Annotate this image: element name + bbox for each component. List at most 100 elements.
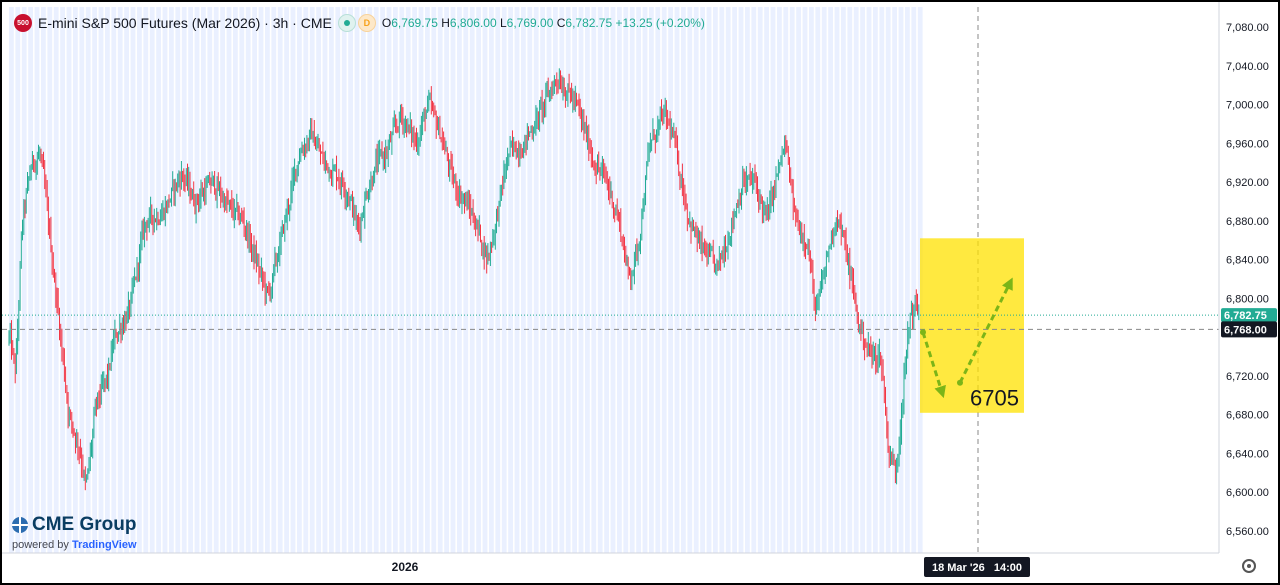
session-band <box>373 7 379 553</box>
session-band <box>521 7 526 553</box>
session-band <box>597 7 603 553</box>
session-band <box>41 7 46 553</box>
session-band <box>354 7 360 553</box>
target-label: 6705 <box>970 386 1019 411</box>
session-band <box>149 7 155 553</box>
session-band <box>92 7 97 553</box>
session-band <box>610 7 616 553</box>
session-band <box>738 7 744 553</box>
session-band <box>642 7 648 553</box>
session-band <box>239 7 245 553</box>
session-band <box>15 7 21 553</box>
session-band <box>565 7 571 553</box>
session-band <box>28 7 33 553</box>
low-value: 6,769.00 <box>506 16 554 30</box>
session-band <box>796 7 801 553</box>
session-band <box>213 7 219 553</box>
session-band <box>700 7 705 553</box>
session-band <box>335 7 341 553</box>
low-label: L <box>499 16 507 30</box>
session-band <box>501 7 507 553</box>
session-band <box>809 7 814 553</box>
open-value: 6,769.75 <box>391 16 438 30</box>
session-band <box>348 7 353 553</box>
session-band <box>866 7 872 553</box>
session-band <box>687 7 693 553</box>
session-band <box>79 7 85 553</box>
ohlc-values: O6,769.75 H6,806.00 L6,769.00 C6,782.75 … <box>382 16 705 30</box>
session-band <box>649 7 654 553</box>
session-band <box>322 7 328 553</box>
session-band <box>706 7 712 553</box>
cme-group-logo[interactable]: CME Group powered by TradingView <box>12 514 137 551</box>
session-band <box>681 7 686 553</box>
price-tick-label: 6,640.00 <box>1226 449 1269 461</box>
session-band <box>732 7 737 553</box>
price-tick-label: 6,560.00 <box>1226 526 1269 538</box>
session-band <box>169 7 174 553</box>
x-axis-year-label: 2026 <box>392 560 419 574</box>
symbol-title[interactable]: E-mini S&P 500 Futures (Mar 2026) · 3h ·… <box>38 15 332 31</box>
globe-icon <box>12 517 28 533</box>
settings-gear-icon[interactable] <box>1242 559 1256 573</box>
session-band <box>220 7 225 553</box>
session-band <box>412 7 417 553</box>
session-band <box>316 7 321 553</box>
session-band <box>341 7 347 553</box>
price-tick-label: 7,000.00 <box>1226 100 1269 112</box>
session-band <box>117 7 123 553</box>
crosshair-price-tag: 6,768.00 <box>1221 321 1277 338</box>
session-band <box>585 7 590 553</box>
price-tick-label: 6,600.00 <box>1226 487 1269 499</box>
session-band <box>617 7 622 553</box>
session-band <box>777 7 782 553</box>
session-band <box>885 7 891 553</box>
session-band <box>623 7 629 553</box>
session-band <box>361 7 366 553</box>
price-tick-label: 6,720.00 <box>1226 371 1269 383</box>
session-band <box>841 7 846 553</box>
session-band <box>207 7 213 553</box>
session-band <box>514 7 520 553</box>
powered-by-text: powered by <box>12 539 69 551</box>
symbol-icon: 500 <box>14 14 32 32</box>
session-band <box>431 7 437 553</box>
target-zone <box>920 238 1024 413</box>
session-band <box>380 7 385 553</box>
session-band <box>828 7 833 553</box>
session-band <box>783 7 789 553</box>
session-band <box>905 7 910 553</box>
session-band <box>175 7 181 553</box>
session-band <box>309 7 315 553</box>
forecast-point <box>957 379 963 386</box>
session-band <box>770 7 776 553</box>
forecast-arrows <box>920 277 1013 399</box>
session-band <box>559 7 565 553</box>
session-band <box>143 7 149 553</box>
price-tick-label: 7,040.00 <box>1226 61 1269 73</box>
crosshair-price-label: 6,768.00 <box>1224 324 1267 336</box>
session-band <box>892 7 897 553</box>
session-band <box>636 7 641 553</box>
price-tick-label: 7,080.00 <box>1226 22 1269 34</box>
session-band <box>233 7 238 553</box>
session-band <box>546 7 552 553</box>
price-axis[interactable]: 7,080.00 7,040.00 7,000.00 6,960.00 6,920.00… <box>1226 22 1269 538</box>
session-band <box>853 7 859 553</box>
session-band <box>418 7 424 553</box>
session-band <box>757 7 763 553</box>
session-band <box>60 7 65 553</box>
session-band <box>47 7 53 553</box>
session-band <box>764 7 769 553</box>
tradingview-link[interactable]: TradingView <box>71 539 137 551</box>
session-band <box>34 7 40 553</box>
session-band <box>873 7 878 553</box>
candles <box>8 68 920 491</box>
delayed-data-badge[interactable]: D <box>357 14 376 32</box>
logo-subtitle: powered by TradingView <box>12 539 137 551</box>
session-band <box>245 7 251 553</box>
session-band <box>745 7 750 553</box>
session-shading <box>9 7 923 553</box>
price-tag: 6,782.75 <box>1221 308 1277 323</box>
